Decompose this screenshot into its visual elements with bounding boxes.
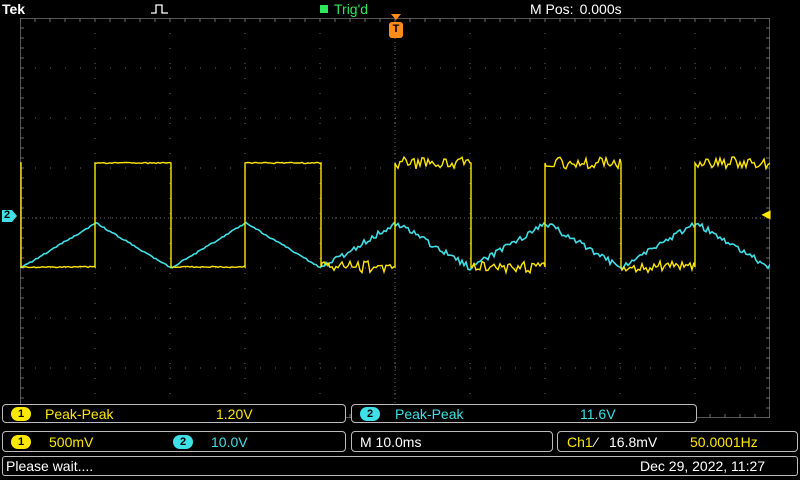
ch2-scale-badge: 2 — [173, 435, 193, 449]
ch1-trace — [20, 157, 770, 273]
trigger-level: 16.8mV — [609, 434, 657, 450]
trigger-position-marker[interactable]: T — [388, 14, 404, 40]
trigger-position-label: T — [388, 24, 404, 35]
traces — [20, 157, 770, 273]
trigger-level-marker[interactable]: ◀ — [759, 209, 773, 223]
trigger-slope-icon: ⁄ — [595, 434, 597, 450]
measurement-ch2-type: Peak-Peak — [395, 406, 463, 422]
ch1-scale: 500mV — [49, 434, 93, 450]
measurement-ch2-value: 11.6V — [580, 406, 616, 422]
trigger-settings[interactable]: Ch1 ⁄ 16.8mV 50.0001Hz — [557, 431, 798, 452]
trigger-status-icon — [320, 5, 328, 13]
trigger-level-icon: ◀ — [761, 207, 770, 221]
ch1-scale-badge: 1 — [11, 435, 31, 449]
ch2-ground-marker[interactable]: 2 — [0, 209, 18, 223]
waveform-graticule — [20, 18, 770, 418]
vertical-scales[interactable]: 1 500mV 2 10.0V — [2, 431, 346, 452]
measurement-ch1[interactable]: 1 Peak-Peak 1.20V — [2, 404, 346, 423]
measurement-ch1-type: Peak-Peak — [45, 406, 113, 422]
status-box: Please wait.... Dec 29, 2022, 11:27 — [2, 456, 798, 476]
ch2-scale: 10.0V — [211, 434, 248, 450]
ch2-badge: 2 — [360, 407, 380, 421]
trigger-source: Ch1 — [567, 434, 593, 450]
trigger-status: Trig'd — [320, 1, 368, 17]
status-datetime: Dec 29, 2022, 11:27 — [640, 458, 765, 474]
ch2-ground-label: 2 — [2, 210, 12, 221]
horizontal-position: M Pos: 0.000s — [530, 1, 622, 17]
status-message: Please wait.... — [6, 458, 93, 474]
timebase: M 10.0ms — [360, 434, 421, 450]
trigger-frequency: 50.0001Hz — [690, 434, 758, 450]
ch1-badge: 1 — [11, 407, 31, 421]
measurement-ch1-value: 1.20V — [216, 406, 253, 422]
pulse-icon — [150, 2, 170, 15]
measurement-ch2[interactable]: 2 Peak-Peak 11.6V — [351, 404, 697, 423]
brand-logo: Tek — [2, 1, 25, 17]
timebase-box[interactable]: M 10.0ms — [351, 431, 553, 452]
status-bar: Please wait.... Dec 29, 2022, 11:27 — [0, 456, 800, 480]
